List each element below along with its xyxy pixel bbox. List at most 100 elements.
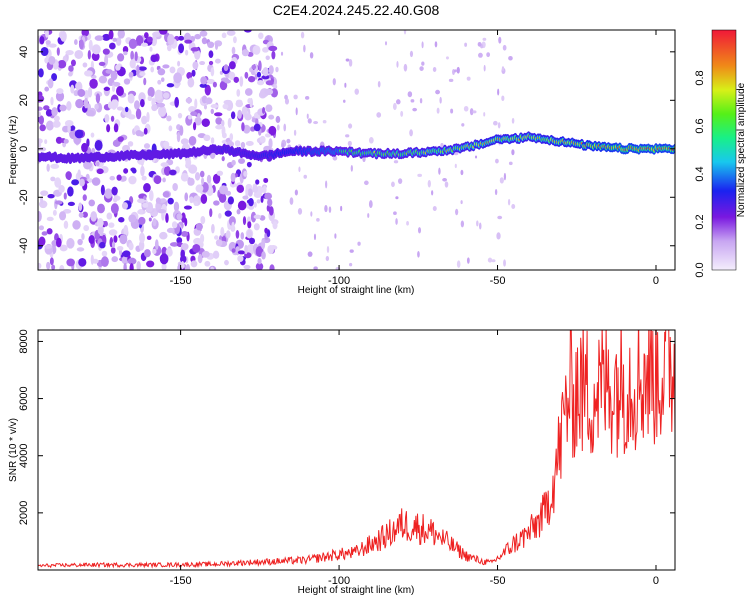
noise-speck [328, 206, 332, 213]
noise-speck [262, 46, 269, 53]
noise-speck [113, 235, 118, 243]
noise-speck [417, 251, 420, 258]
noise-speck [180, 173, 189, 182]
noise-speck [253, 223, 260, 231]
noise-speck [219, 70, 224, 75]
noise-speck [105, 69, 113, 74]
noise-speck [201, 177, 205, 186]
noise-speck [395, 196, 399, 200]
noise-speck [251, 64, 257, 70]
snr-frame [37, 329, 676, 571]
noise-speck [123, 51, 128, 56]
noise-speck [162, 191, 170, 198]
noise-speck [128, 242, 134, 251]
noise-speck [298, 166, 301, 173]
noise-speck [307, 251, 313, 257]
noise-speck [240, 141, 246, 149]
noise-speck [261, 251, 266, 260]
noise-speck [244, 71, 249, 79]
noise-speck [508, 56, 513, 61]
noise-speck [140, 165, 145, 177]
snr-plot-area [38, 330, 675, 570]
noise-speck [106, 212, 113, 220]
noise-speck [44, 86, 50, 92]
noise-speck [409, 129, 413, 137]
noise-speck [242, 216, 247, 226]
noise-speck [183, 205, 193, 210]
noise-speck [168, 125, 173, 132]
noise-speck [376, 112, 382, 118]
noise-speck [211, 223, 215, 234]
noise-speck [184, 39, 193, 44]
noise-speck [184, 192, 189, 202]
noise-speck [482, 37, 487, 41]
noise-speck [187, 177, 195, 186]
noise-speck [300, 31, 305, 39]
noise-speck [229, 133, 234, 141]
noise-speck [38, 106, 43, 111]
colorbar-tick-label: 0.4 [694, 166, 706, 181]
spectrogram-frame [37, 29, 676, 271]
noise-speck [214, 58, 221, 64]
noise-speck [204, 260, 211, 267]
noise-speck [412, 107, 418, 112]
noise-speck [210, 266, 215, 270]
noise-speck [204, 84, 211, 96]
noise-speck [112, 99, 119, 109]
noise-speck [74, 129, 84, 139]
noise-speck [440, 143, 444, 148]
noise-speck [77, 238, 83, 246]
noise-speck [73, 89, 79, 97]
noise-speck [501, 66, 505, 72]
noise-speck [49, 257, 54, 266]
noise-speck [234, 140, 241, 147]
noise-speck [90, 132, 95, 138]
noise-speck [368, 200, 373, 208]
noise-speck [486, 52, 491, 58]
noise-speck [78, 257, 87, 267]
noise-speck [236, 209, 241, 215]
noise-speck [197, 112, 201, 119]
noise-speck [38, 138, 43, 144]
noise-speck [203, 104, 208, 110]
spectrogram-y-axis-label: Frequency (Hz) [8, 116, 19, 185]
noise-speck [152, 248, 157, 255]
noise-speck [495, 158, 499, 164]
noise-speck [55, 237, 62, 248]
noise-speck [406, 220, 409, 226]
noise-speck [159, 253, 169, 265]
noise-speck [395, 218, 398, 225]
noise-speck [38, 225, 45, 231]
noise-speck [112, 139, 121, 147]
noise-speck [397, 178, 403, 184]
colorbar-tick-label: 0.2 [694, 214, 706, 229]
noise-speck [246, 229, 253, 239]
noise-speck [128, 38, 138, 50]
noise-speck [223, 99, 233, 105]
noise-speck [267, 244, 275, 255]
noise-speck [116, 245, 124, 251]
noise-speck [203, 134, 211, 142]
snr-y-ticks: 2000 4000 6000 8000 [18, 329, 675, 525]
y-tick-label: -20 [18, 189, 30, 205]
noise-speck [174, 96, 179, 108]
noise-speck [200, 233, 205, 244]
noise-speck [44, 139, 48, 145]
noise-speck [106, 124, 111, 133]
noise-speck [236, 89, 241, 97]
noise-speck [51, 264, 56, 270]
noise-speck [289, 197, 294, 205]
noise-speck [108, 30, 114, 40]
noise-speck [136, 64, 140, 76]
noise-speck [293, 129, 297, 136]
noise-speck [241, 106, 248, 116]
noise-speck [121, 256, 129, 265]
noise-speck [345, 134, 350, 138]
noise-speck [169, 242, 179, 247]
noise-speck [151, 104, 158, 112]
noise-speck [98, 61, 106, 66]
noise-speck [94, 139, 103, 151]
noise-speck [392, 102, 397, 111]
noise-speck [39, 124, 46, 132]
noise-speck [190, 47, 200, 52]
